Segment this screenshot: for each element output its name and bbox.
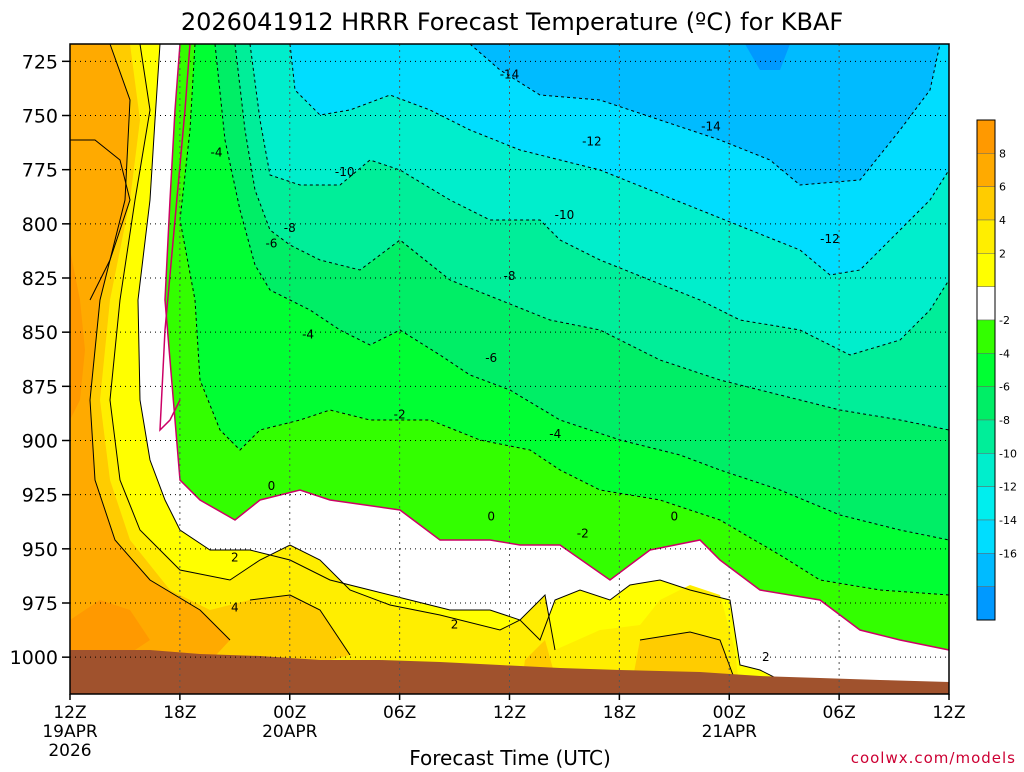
colorbar-swatch	[976, 453, 996, 487]
contour-label: -14	[500, 67, 520, 81]
x-tick-year-label: 2026	[48, 741, 91, 761]
contour-label: -10	[335, 165, 355, 179]
x-tick-label: 12Z	[932, 703, 965, 723]
colorbar-swatch	[976, 186, 996, 221]
colorbar-swatch	[976, 153, 996, 187]
colorbar-swatch	[976, 519, 996, 554]
colorbar-swatch	[976, 419, 996, 454]
band-plus-8b	[70, 600, 150, 660]
contour-label: -4	[549, 427, 561, 441]
chart-title: 2026041912 HRRR Forecast Temperature (ºC…	[181, 8, 843, 36]
x-tick-label: 00Z	[273, 703, 306, 723]
contour-label: -12	[820, 232, 840, 246]
colorbar-label: -16	[999, 547, 1017, 560]
ground-terrain	[70, 650, 949, 694]
colorbar-swatch	[976, 286, 996, 321]
x-tick-date-label: 19APR	[42, 722, 98, 742]
y-tick-label: 950	[22, 539, 58, 561]
contour-label: 0	[268, 479, 276, 493]
plot-area: -14 -14 -12 -12 -10 -10 -8 -8 -6 -6 -4 -4 -4 -2 -2 0 0 0 2…	[69, 43, 950, 695]
contour-label: 4	[231, 600, 239, 614]
colorbar-swatch	[976, 553, 996, 587]
x-tick-label: 12Z	[53, 703, 86, 723]
band-minus-4	[180, 44, 949, 595]
contour-label: 2	[762, 650, 770, 664]
y-axis: 725 750 775 800 825 850 875 900 925 950 975 1000	[10, 51, 70, 669]
colorbar-label: -6	[999, 381, 1010, 394]
colorbar-swatch	[976, 586, 996, 621]
contour-label: 0	[487, 509, 495, 523]
contour-labels: -14 -14 -12 -12 -10 -10 -8 -8 -6 -6 -4 -4 -4 -2 -2 0 0 0 2…	[211, 67, 840, 664]
colorbar-label: 2	[999, 247, 1006, 260]
positive-contour-lines	[70, 43, 801, 695]
y-tick-label: 975	[22, 593, 58, 615]
contour-label: -14	[701, 119, 721, 133]
contour-label: -6	[485, 351, 497, 365]
y-tick-label: 775	[22, 160, 58, 182]
colorbar-swatch	[976, 253, 996, 287]
x-tick-date-label: 21APR	[702, 722, 758, 742]
contour-label: 2	[231, 551, 239, 565]
y-tick-label: 725	[22, 51, 58, 73]
x-tick-label: 00Z	[713, 703, 746, 723]
contour-label: -6	[265, 236, 277, 250]
contour-label: -8	[504, 269, 516, 283]
band-minus-2	[165, 44, 949, 650]
band-minus-6	[215, 44, 949, 540]
colorbar-label: -2	[999, 314, 1010, 327]
y-tick-label: 850	[22, 322, 58, 344]
contour-label: 0	[670, 509, 678, 523]
colorbar-label: -14	[999, 514, 1017, 527]
contour-label: -10	[555, 208, 575, 222]
x-tick-label: 18Z	[163, 703, 196, 723]
band-minus-8	[235, 44, 949, 430]
band-zero	[138, 44, 949, 694]
band-minus-10	[250, 44, 949, 355]
band-plus-8c	[70, 140, 130, 300]
band-plus-8	[70, 250, 85, 420]
band-minus-14	[470, 44, 940, 185]
contour-label: -2	[577, 527, 589, 541]
y-tick-label: 925	[22, 485, 58, 507]
colorbar-swatch	[976, 386, 996, 421]
y-tick-label: 825	[22, 268, 58, 290]
credit-text: coolwx.com/models	[851, 749, 1016, 767]
colorbar-label: -10	[999, 447, 1017, 460]
y-tick-label: 900	[22, 431, 58, 453]
y-tick-label: 875	[22, 376, 58, 398]
y-tick-label: 1000	[10, 647, 58, 669]
x-tick-label: 06Z	[822, 703, 855, 723]
colorbar-label: 8	[999, 147, 1006, 160]
contour-label: -4	[302, 327, 314, 341]
colorbar-label: -8	[999, 414, 1010, 427]
x-axis-label: Forecast Time (UTC)	[409, 746, 611, 768]
x-tick-date-label: 20APR	[262, 722, 318, 742]
contour-label: -8	[284, 221, 296, 235]
colorbar-label: 6	[999, 181, 1006, 194]
contour-label: -2	[394, 408, 406, 422]
zero-contour-lines	[159, 43, 950, 651]
y-tick-label: 800	[22, 214, 58, 236]
x-tick-label: 12Z	[493, 703, 526, 723]
y-tick-label: 750	[22, 106, 58, 128]
colorbar-label: -12	[999, 481, 1017, 494]
colorbar-swatch	[976, 319, 996, 354]
contour-label: -4	[211, 145, 223, 159]
colorbar-border	[976, 119, 996, 621]
colorbar: 8 6 4 2 -2 -4 -6 -8 -10 -12 -14 -16	[976, 119, 1017, 621]
colorbar-swatch	[976, 119, 996, 154]
colorbar-swatch	[976, 219, 996, 254]
colorbar-swatch	[976, 353, 996, 387]
x-tick-label: 06Z	[383, 703, 416, 723]
contour-label: 2	[451, 618, 459, 632]
contour-label: -12	[582, 135, 602, 149]
band-minus-16	[745, 44, 790, 70]
colorbar-label: 4	[999, 214, 1006, 227]
x-tick-label: 18Z	[603, 703, 636, 723]
colorbar-swatch	[976, 486, 996, 521]
colorbar-label: -4	[999, 347, 1010, 360]
